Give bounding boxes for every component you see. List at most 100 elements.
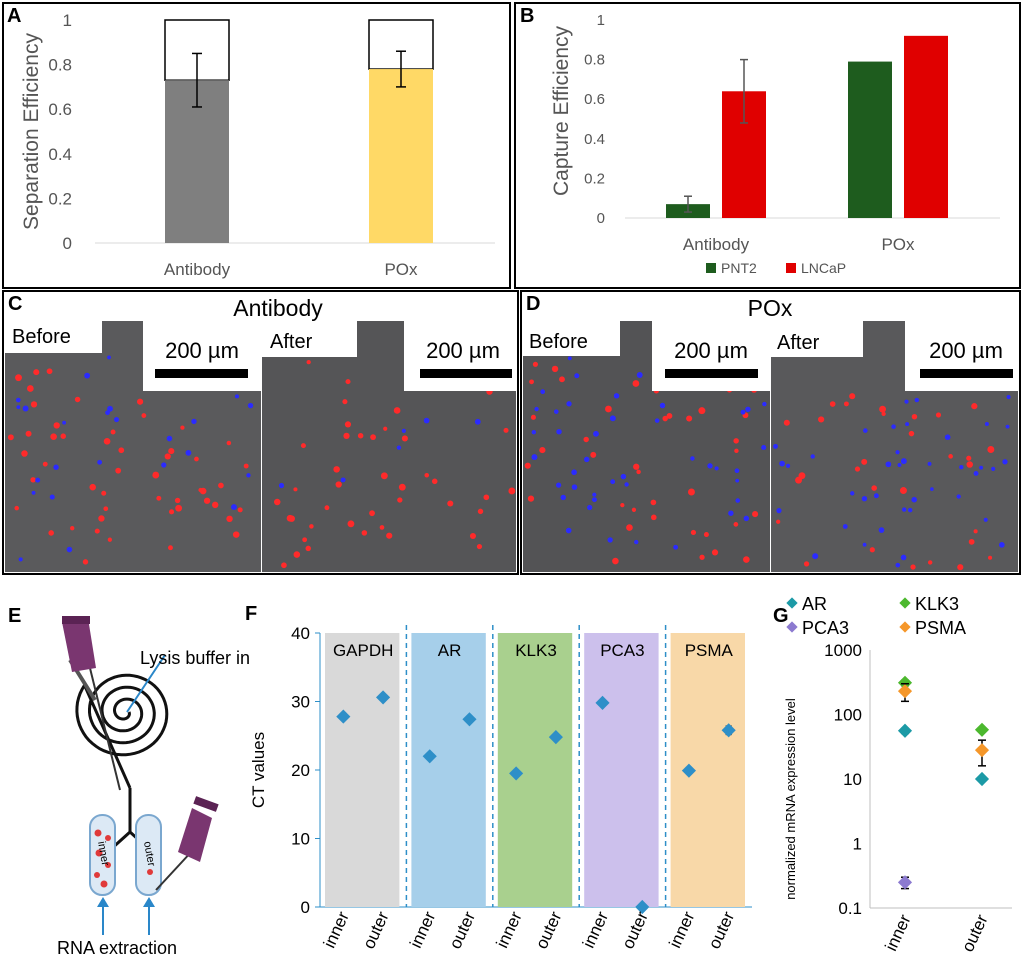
red-cell	[733, 438, 739, 444]
panel-label-f: F	[245, 603, 257, 625]
legend-marker	[899, 597, 911, 609]
blue-cell	[734, 468, 740, 474]
red-cell	[861, 458, 868, 465]
blue-cell	[565, 527, 572, 534]
red-cell	[551, 365, 559, 373]
red-cell	[469, 532, 477, 540]
scale-box	[652, 321, 770, 391]
panel-label-g: G	[773, 605, 789, 627]
blue-cell	[927, 461, 932, 466]
red-cell	[910, 564, 916, 570]
red-cell	[424, 472, 430, 478]
red-cell	[103, 506, 109, 512]
y-tick-label: 0.2	[584, 170, 605, 187]
bar-pnt2	[848, 61, 892, 218]
red-cell	[305, 545, 311, 552]
red-cell	[650, 499, 657, 506]
red-cell	[734, 448, 739, 454]
pipette-icon	[62, 616, 121, 791]
red-cell	[650, 514, 657, 521]
red-cell	[70, 526, 75, 531]
group-label: KLK3	[515, 641, 557, 660]
blue-cell	[62, 420, 66, 425]
legend-swatch	[706, 263, 716, 273]
red-cell	[911, 413, 918, 420]
y-tick-label: 10	[843, 770, 862, 789]
group-background	[325, 633, 400, 907]
blue-cell	[863, 428, 868, 433]
blue-cell	[613, 393, 620, 399]
red-cell	[25, 430, 32, 437]
blue-cell	[571, 484, 578, 490]
y-tick-label: 1000	[824, 641, 862, 660]
blue-cell	[105, 410, 110, 416]
red-cell	[82, 559, 89, 565]
y-axis-label: Capture Efficiency	[550, 25, 573, 196]
red-cell	[899, 487, 907, 495]
blue-cell	[998, 542, 1005, 548]
red-cell	[530, 414, 536, 420]
red-cell	[636, 469, 641, 475]
red-cell	[620, 503, 625, 508]
red-cell	[30, 401, 38, 408]
pox-micrographs: POx Before 200 µm After 200 µm	[523, 295, 1018, 572]
red-cell	[798, 472, 806, 480]
red-cell	[776, 519, 781, 524]
y-tick-label: 0	[597, 210, 605, 227]
red-cell	[237, 507, 243, 513]
blue-cell	[740, 409, 746, 415]
blue-cell	[246, 473, 251, 478]
panel-label-b: B	[520, 5, 534, 27]
red-cell	[243, 463, 249, 469]
red-cell	[431, 478, 438, 485]
panel-b-frame	[514, 2, 1021, 289]
legend-label: LNCaP	[801, 260, 846, 276]
group-label: PSMA	[685, 641, 734, 660]
blue-cell	[84, 372, 91, 379]
label-box	[523, 321, 620, 356]
red-cell	[966, 455, 972, 461]
blue-cell	[983, 517, 988, 522]
red-cell	[309, 524, 314, 529]
arrow-head	[97, 897, 109, 907]
blue-cell	[779, 460, 785, 467]
red-cell	[698, 407, 706, 415]
red-cell	[398, 483, 406, 491]
red-cell	[854, 466, 861, 472]
red-cell	[524, 462, 531, 469]
red-cell	[194, 456, 199, 462]
y-tick-label: 1	[63, 11, 72, 30]
red-cell	[232, 531, 240, 538]
y-tick-label: 0	[301, 898, 310, 917]
red-cell	[53, 422, 60, 429]
blue-cell	[591, 497, 597, 503]
red-cell	[633, 463, 640, 470]
blue-cell	[914, 397, 920, 403]
red-cell	[306, 359, 311, 365]
blue-cell	[979, 465, 984, 470]
blue-cell	[673, 544, 679, 550]
blue-cell	[607, 537, 613, 543]
red-cell	[60, 433, 67, 439]
red-cell	[164, 453, 171, 460]
group-background	[584, 633, 659, 907]
red-cell	[89, 483, 96, 491]
rna-extraction-label: RNA extraction	[57, 938, 177, 958]
x-tick-label: Antibody	[164, 260, 231, 279]
y-axis-label: normalized mRNA expression level	[783, 698, 798, 900]
x-tick-label: POx	[881, 235, 915, 254]
red-cell	[632, 380, 640, 387]
red-cell	[118, 447, 125, 454]
blue-cell	[49, 494, 55, 500]
blue-cell	[560, 494, 566, 501]
red-cell	[379, 525, 385, 530]
blue-cell	[556, 428, 562, 435]
x-tick-label: inner	[493, 908, 526, 951]
outer-tube-label: outer	[141, 840, 157, 867]
blue-cell	[895, 562, 901, 568]
red-cell	[559, 376, 565, 383]
red-cell	[14, 505, 19, 511]
scale-bar-label: 200 µm	[674, 338, 748, 363]
scale-bar	[155, 369, 248, 378]
